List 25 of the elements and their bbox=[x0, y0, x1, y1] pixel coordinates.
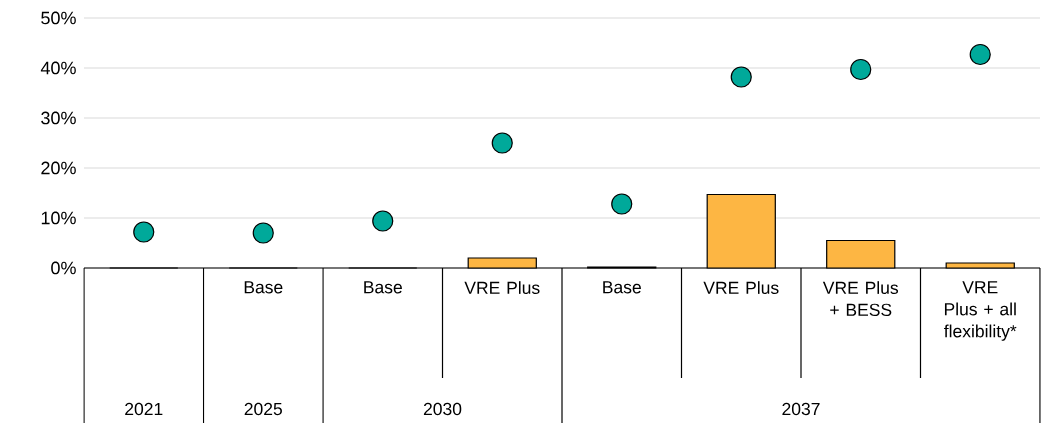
y-tick-label: 30% bbox=[41, 111, 76, 125]
point bbox=[850, 58, 872, 81]
y-tick-label: 0% bbox=[51, 261, 76, 275]
x-tick-label: VRE Plus bbox=[464, 281, 540, 295]
point bbox=[730, 66, 752, 88]
text: 2037 bbox=[782, 402, 820, 416]
point bbox=[611, 193, 633, 215]
text: 2025 bbox=[244, 402, 282, 416]
point bbox=[491, 132, 513, 154]
y-tick-label: 40% bbox=[40, 61, 76, 75]
x-tick-label: VRE Plus + BESS bbox=[822, 281, 899, 317]
text: 2021 bbox=[125, 402, 163, 416]
x-tick-label: Base bbox=[244, 281, 283, 294]
y-tick-label: 50% bbox=[41, 11, 76, 25]
point bbox=[133, 221, 155, 243]
point bbox=[372, 210, 394, 232]
x-tick-label: Base bbox=[603, 281, 641, 294]
y-tick-label: 20% bbox=[41, 161, 76, 175]
x-tick-label: VRE Plus bbox=[703, 281, 779, 295]
point bbox=[252, 222, 274, 244]
x-tick-label: VRE Plus + all flexibility* bbox=[944, 281, 1017, 341]
text: 2030 bbox=[423, 402, 462, 416]
x-tick-label: Base bbox=[364, 281, 402, 294]
point bbox=[969, 43, 991, 66]
y-tick-label: 10% bbox=[41, 211, 76, 225]
